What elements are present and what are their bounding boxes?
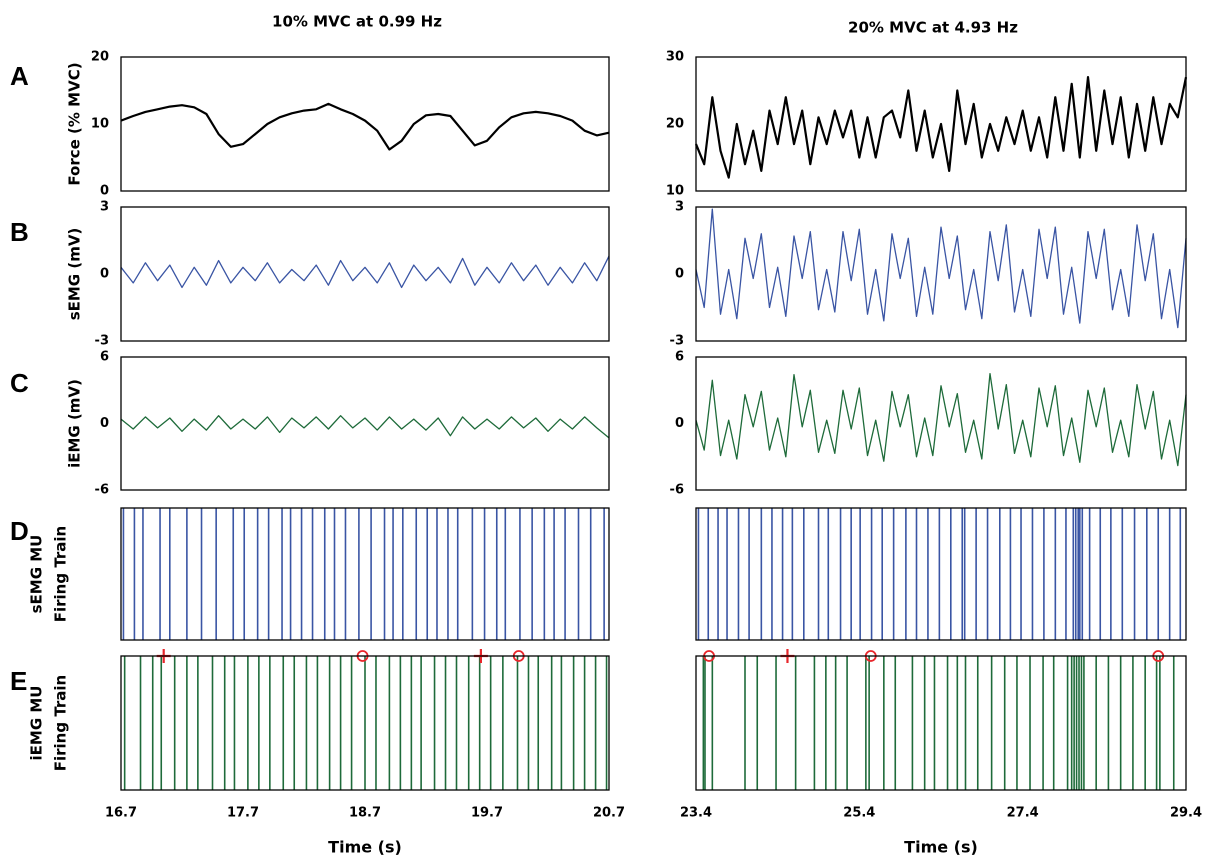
y-tick-label: 30 — [666, 50, 684, 65]
y-tick-label: 0 — [675, 267, 684, 282]
y-tick-label: -3 — [670, 334, 684, 349]
y-axis-label: Firing Train — [52, 526, 70, 623]
y-tick-label: -6 — [95, 483, 109, 498]
panel-frame — [695, 56, 1187, 192]
y-tick-label: -6 — [670, 483, 684, 498]
y-tick-label: 6 — [675, 350, 684, 365]
y-axis-label: Force (% MVC) — [66, 62, 84, 185]
panel-letter: E — [10, 666, 27, 696]
column-title: 20% MVC at 4.93 Hz — [848, 19, 1018, 37]
y-axis-label: iEMG MU — [28, 686, 46, 761]
signal-trace — [120, 415, 610, 439]
x-tick-label: 25.4 — [843, 806, 875, 821]
y-tick-label: 20 — [91, 50, 109, 65]
signal-trace — [120, 102, 610, 151]
y-tick-label: 10 — [666, 184, 684, 199]
panel-frame — [120, 655, 610, 791]
panel-letter: D — [10, 516, 29, 546]
y-tick-label: 0 — [100, 416, 109, 431]
panel-frame — [120, 206, 610, 342]
signal-trace — [695, 372, 1187, 467]
panel-frame — [120, 356, 610, 491]
y-axis-label: iEMG (mV) — [66, 379, 84, 468]
panel-letter: A — [10, 61, 29, 91]
panel-letter: C — [10, 368, 29, 398]
x-axis-label: Time (s) — [904, 838, 978, 857]
y-tick-label: 10 — [91, 117, 109, 132]
x-tick-label: 18.7 — [349, 806, 381, 821]
y-axis-label: Firing Train — [52, 675, 70, 772]
y-tick-label: 3 — [100, 200, 109, 215]
y-axis-label: sEMG (mV) — [66, 228, 84, 321]
x-tick-label: 27.4 — [1007, 806, 1039, 821]
y-tick-label: 0 — [675, 416, 684, 431]
y-tick-label: 0 — [100, 267, 109, 282]
panel-frame — [695, 206, 1187, 342]
y-tick-label: 6 — [100, 350, 109, 365]
signal-trace — [694, 76, 1188, 179]
y-tick-label: -3 — [95, 334, 109, 349]
x-axis-label: Time (s) — [328, 838, 402, 857]
panel-frame — [695, 655, 1187, 791]
panel-frame — [695, 356, 1187, 491]
panel-frame — [120, 56, 610, 192]
x-tick-label: 23.4 — [680, 806, 712, 821]
y-tick-label: 3 — [675, 200, 684, 215]
x-tick-label: 19.7 — [471, 806, 503, 821]
y-axis-label: sEMG MU — [28, 535, 46, 614]
x-tick-label: 17.7 — [227, 806, 259, 821]
x-tick-label: 20.7 — [593, 806, 625, 821]
y-tick-label: 0 — [100, 184, 109, 199]
x-tick-label: 29.4 — [1170, 806, 1202, 821]
panel-letter: B — [10, 217, 29, 247]
y-tick-label: 20 — [666, 117, 684, 132]
column-title: 10% MVC at 0.99 Hz — [272, 13, 442, 31]
signal-trace — [695, 208, 1187, 329]
panel-frame — [120, 507, 610, 641]
panel-frame — [695, 507, 1187, 641]
x-tick-label: 16.7 — [105, 806, 137, 821]
signal-trace — [120, 255, 610, 289]
